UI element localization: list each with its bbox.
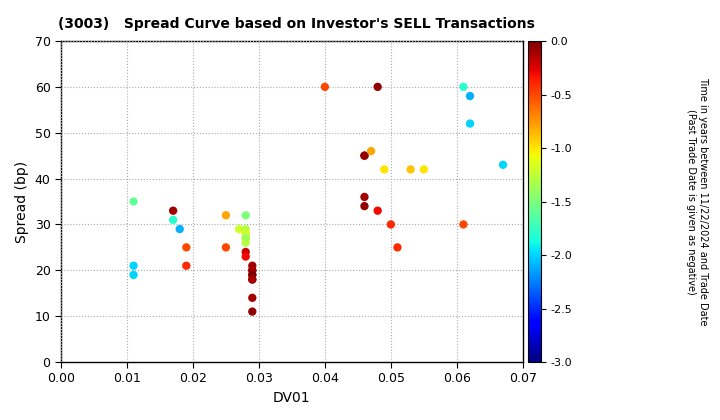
Point bbox=[220, 212, 232, 219]
Point bbox=[319, 84, 330, 90]
Point bbox=[240, 253, 251, 260]
Point bbox=[240, 226, 251, 232]
Point bbox=[240, 235, 251, 242]
Point bbox=[464, 120, 476, 127]
Point bbox=[365, 148, 377, 155]
Y-axis label: Time in years between 11/22/2024 and Trade Date
(Past Trade Date is given as neg: Time in years between 11/22/2024 and Tra… bbox=[686, 77, 708, 326]
Point bbox=[127, 262, 139, 269]
X-axis label: DV01: DV01 bbox=[273, 391, 311, 405]
Point bbox=[181, 262, 192, 269]
Point bbox=[167, 207, 179, 214]
Point bbox=[246, 276, 258, 283]
Point bbox=[246, 267, 258, 274]
Point bbox=[372, 84, 384, 90]
Y-axis label: Spread (bp): Spread (bp) bbox=[15, 160, 29, 243]
Point bbox=[246, 276, 258, 283]
Point bbox=[372, 207, 384, 214]
Point bbox=[359, 203, 370, 210]
Point bbox=[359, 152, 370, 159]
Point bbox=[240, 249, 251, 255]
Point bbox=[246, 272, 258, 278]
Point bbox=[379, 166, 390, 173]
Point bbox=[240, 230, 251, 237]
Point bbox=[240, 239, 251, 246]
Point bbox=[458, 84, 469, 90]
Point bbox=[220, 244, 232, 251]
Point bbox=[240, 212, 251, 219]
Point bbox=[359, 152, 370, 159]
Point bbox=[167, 216, 179, 223]
Text: (3003)   Spread Curve based on Investor's SELL Transactions: (3003) Spread Curve based on Investor's … bbox=[58, 17, 534, 31]
Point bbox=[246, 294, 258, 301]
Point bbox=[392, 244, 403, 251]
Point bbox=[359, 194, 370, 200]
Point bbox=[233, 226, 245, 232]
Point bbox=[181, 244, 192, 251]
Point bbox=[418, 166, 430, 173]
Point bbox=[498, 161, 509, 168]
Point bbox=[246, 262, 258, 269]
Point bbox=[246, 267, 258, 274]
Point bbox=[240, 230, 251, 237]
Point bbox=[246, 272, 258, 278]
Point bbox=[127, 272, 139, 278]
Point bbox=[246, 308, 258, 315]
Point bbox=[464, 93, 476, 100]
Point bbox=[240, 235, 251, 242]
Point bbox=[385, 221, 397, 228]
Point bbox=[405, 166, 416, 173]
Point bbox=[240, 235, 251, 242]
Point bbox=[174, 226, 186, 232]
Point bbox=[458, 221, 469, 228]
Point bbox=[127, 198, 139, 205]
